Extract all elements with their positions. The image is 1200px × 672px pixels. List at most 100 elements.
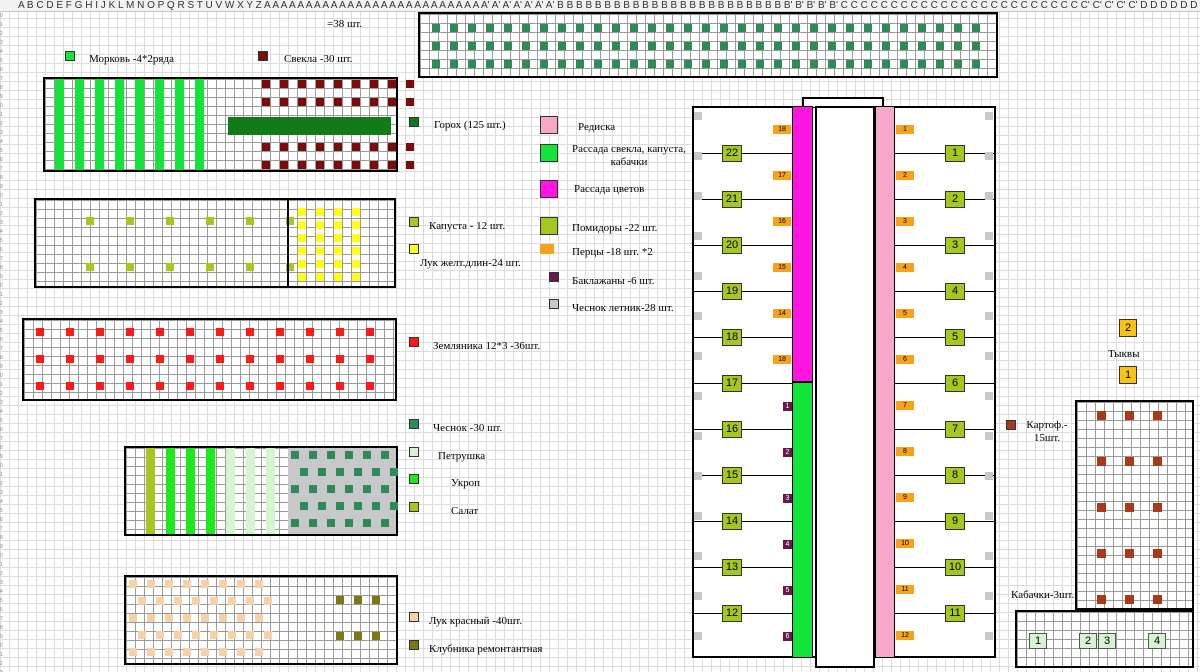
carrot-row: [195, 79, 204, 170]
radish-strip: [875, 106, 895, 658]
garlic-plant: [291, 519, 299, 527]
garlic-summer-plant: [985, 552, 993, 560]
top-bed-plant: [774, 24, 782, 32]
pepper-plant: 14: [773, 309, 791, 318]
top-bed-plant: [720, 24, 728, 32]
top-bed-plant: [792, 24, 800, 32]
garlic-plant: [318, 502, 326, 510]
top-bed-plant: [900, 60, 908, 68]
top-bed-plant: [954, 24, 962, 32]
potato-plant: [1125, 549, 1134, 558]
onion-red-plant: [210, 631, 218, 639]
onion-red-plant: [138, 597, 146, 605]
top-bed-plant: [810, 24, 818, 32]
potato-plant: [1097, 457, 1106, 466]
strawberry-plant: [96, 382, 104, 390]
beet-plant: [280, 98, 288, 106]
peas-label: Горох (125 шт.): [434, 119, 506, 131]
tomato-plant: 3: [945, 237, 965, 254]
onion-red-plant: [237, 614, 245, 622]
top-bed-plant: [594, 60, 602, 68]
beet-plant: [352, 98, 360, 106]
onion-red-plant: [147, 614, 155, 622]
carrot-label: Морковь -4*2ряда: [89, 53, 174, 65]
radish-swatch: [540, 116, 558, 134]
top-bed-plant: [954, 60, 962, 68]
column-header-bar: A B C D E F G H I J K L M N O P Q R S T …: [0, 0, 1200, 12]
carrot-row: [75, 79, 84, 170]
cabbage-plant: [126, 217, 134, 225]
top-bed-plant: [486, 60, 494, 68]
garlic-swatch: [409, 419, 419, 429]
cabbage-plant: [246, 217, 254, 225]
cabbage-plant: [86, 263, 94, 271]
top-bed-plant: [702, 60, 710, 68]
top-bed-plant: [558, 60, 566, 68]
top-bed-plant: [522, 24, 530, 32]
top-bed-plant: [648, 42, 656, 50]
onion-red-plant: [264, 597, 272, 605]
onion-yellow-label: Лук желт.длин-24 шт.: [420, 257, 521, 269]
pepper-plant: 6: [896, 355, 914, 364]
strawberry-plant: [126, 355, 134, 363]
top-bed-plant: [774, 60, 782, 68]
top-bed-plant: [864, 42, 872, 50]
onion-red-plant: [255, 614, 263, 622]
top-bed-plant: [864, 24, 872, 32]
beet-plant: [316, 161, 324, 169]
strawberry-plant: [186, 355, 194, 363]
top-bed-plant: [954, 42, 962, 50]
beet-plant: [298, 80, 306, 88]
pepper-plant: 15: [773, 263, 791, 272]
top-bed-plant: [684, 42, 692, 50]
onion-red-plant: [246, 631, 254, 639]
tomato-plant: 5: [945, 329, 965, 346]
onion-yellow-plant: [334, 247, 342, 255]
garlic-summer-plant: [694, 392, 702, 400]
beet-plant: [352, 80, 360, 88]
tomato-plant: 4: [945, 283, 965, 300]
beet-swatch: [258, 51, 268, 61]
salad-swatch: [409, 502, 419, 512]
carrot-row: [115, 79, 124, 170]
tomato-plant: 11: [945, 605, 965, 622]
garlic-summer-plant: [985, 432, 993, 440]
top-bed: [418, 12, 998, 78]
garlic-plant: [327, 519, 335, 527]
top-bed-plant: [846, 24, 854, 32]
top-bed-plant: [576, 24, 584, 32]
zucchini-plant: 2: [1079, 633, 1097, 649]
top-bed-plant: [432, 24, 440, 32]
beet-plant: [352, 161, 360, 169]
potato-plant: [1097, 549, 1106, 558]
onion-yellow-plant: [352, 234, 360, 242]
beet-plant: [406, 143, 414, 151]
garlic-summer-plant: [694, 112, 702, 120]
onion-yellow-plant: [316, 260, 324, 268]
pumpkin-plant: 2: [1119, 319, 1137, 337]
garlic-summer-plant: [985, 232, 993, 240]
top-bed-plant: [882, 60, 890, 68]
top-bed-plant: [612, 24, 620, 32]
onion-yellow-plant: [352, 273, 360, 281]
beet-plant: [406, 98, 414, 106]
potato-plant: [1097, 503, 1106, 512]
carrot-row: [55, 79, 64, 170]
cabbage-plant: [206, 263, 214, 271]
onion-red-plant: [192, 631, 200, 639]
garlic-plant: [300, 468, 308, 476]
greenhouse-row-line: [694, 613, 792, 614]
onion-red-plant: [255, 648, 263, 656]
strawberry-plant: [36, 328, 44, 336]
top-bed-plant: [756, 24, 764, 32]
top-bed-plant: [504, 24, 512, 32]
top-bed-plant: [936, 60, 944, 68]
potato-plant: [1097, 411, 1106, 420]
potato-plant: [1153, 411, 1162, 420]
onion-red-plant: [228, 631, 236, 639]
garlic-label: Чеснок -30 шт.: [433, 422, 503, 434]
top-bed-plant: [918, 24, 926, 32]
onion-red-plant: [147, 580, 155, 588]
top-bed-plant: [774, 42, 782, 50]
